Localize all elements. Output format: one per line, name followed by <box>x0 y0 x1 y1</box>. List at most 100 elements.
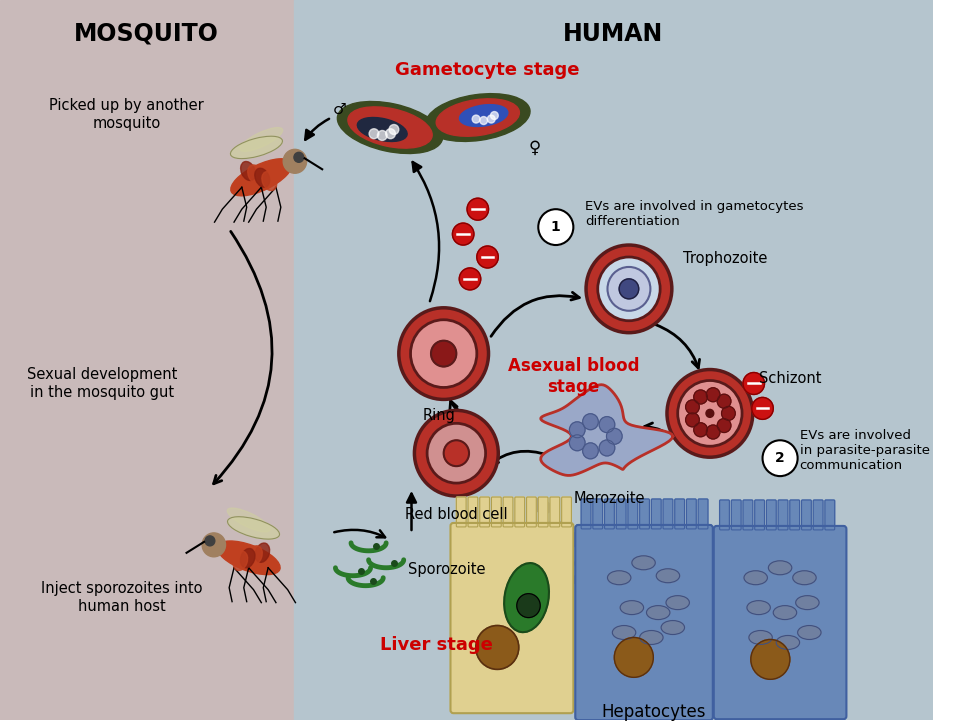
Text: Merozoite: Merozoite <box>573 490 645 505</box>
Text: EVs are involved in gametocytes
differentiation: EVs are involved in gametocytes differen… <box>585 200 804 228</box>
FancyBboxPatch shape <box>538 497 548 527</box>
Ellipse shape <box>240 127 282 151</box>
FancyBboxPatch shape <box>652 499 661 529</box>
FancyBboxPatch shape <box>575 525 713 720</box>
Ellipse shape <box>234 551 248 570</box>
Circle shape <box>283 150 306 174</box>
Text: Picked up by another
mosquito: Picked up by another mosquito <box>50 98 204 131</box>
Ellipse shape <box>795 596 819 609</box>
FancyBboxPatch shape <box>743 500 753 530</box>
FancyBboxPatch shape <box>802 500 812 530</box>
Ellipse shape <box>545 549 567 563</box>
Ellipse shape <box>436 99 520 136</box>
FancyBboxPatch shape <box>778 500 788 530</box>
FancyBboxPatch shape <box>663 499 673 529</box>
Ellipse shape <box>240 161 256 181</box>
Circle shape <box>706 409 714 417</box>
FancyBboxPatch shape <box>790 500 800 530</box>
Ellipse shape <box>547 521 568 535</box>
Circle shape <box>685 400 700 414</box>
Circle shape <box>619 279 638 299</box>
Ellipse shape <box>632 556 656 570</box>
Ellipse shape <box>792 570 816 585</box>
Ellipse shape <box>746 601 770 615</box>
Ellipse shape <box>227 508 270 532</box>
Ellipse shape <box>565 533 586 547</box>
FancyBboxPatch shape <box>451 523 573 713</box>
Ellipse shape <box>647 606 670 620</box>
Circle shape <box>614 638 654 677</box>
FancyBboxPatch shape <box>720 500 729 530</box>
Circle shape <box>487 115 495 123</box>
Circle shape <box>569 422 585 437</box>
FancyBboxPatch shape <box>767 500 776 530</box>
FancyBboxPatch shape <box>503 497 513 527</box>
Circle shape <box>479 116 487 124</box>
Circle shape <box>467 198 488 220</box>
Ellipse shape <box>348 107 433 148</box>
Circle shape <box>751 639 790 680</box>
Circle shape <box>685 413 700 427</box>
Ellipse shape <box>639 630 663 644</box>
FancyBboxPatch shape <box>616 499 626 529</box>
Circle shape <box>752 398 773 419</box>
Ellipse shape <box>231 159 292 196</box>
Ellipse shape <box>744 570 768 585</box>
Ellipse shape <box>526 543 546 557</box>
Circle shape <box>763 440 797 476</box>
Circle shape <box>427 424 485 483</box>
Circle shape <box>202 533 226 557</box>
Circle shape <box>583 414 598 429</box>
FancyBboxPatch shape <box>731 500 741 530</box>
Circle shape <box>517 594 540 617</box>
Circle shape <box>599 440 614 456</box>
Ellipse shape <box>531 499 551 513</box>
Circle shape <box>722 406 735 420</box>
Circle shape <box>586 245 672 333</box>
Text: 1: 1 <box>551 220 561 234</box>
Circle shape <box>459 268 480 290</box>
Ellipse shape <box>256 543 270 562</box>
Circle shape <box>538 209 573 245</box>
FancyBboxPatch shape <box>675 499 684 529</box>
Circle shape <box>389 124 399 134</box>
Ellipse shape <box>776 636 800 649</box>
Text: Gametocyte stage: Gametocyte stage <box>395 61 580 79</box>
Circle shape <box>608 267 651 311</box>
Ellipse shape <box>612 625 635 639</box>
Circle shape <box>607 428 622 444</box>
Ellipse shape <box>657 569 679 583</box>
Circle shape <box>694 423 707 437</box>
Circle shape <box>476 625 519 669</box>
Circle shape <box>706 425 720 439</box>
Ellipse shape <box>555 570 576 585</box>
Circle shape <box>477 246 499 268</box>
Circle shape <box>411 320 477 388</box>
Text: HUMAN: HUMAN <box>564 22 663 46</box>
Ellipse shape <box>661 620 684 635</box>
Text: Hepatocytes: Hepatocytes <box>601 703 705 721</box>
Text: EVs are involved
in parasite-parasite
communication: EVs are involved in parasite-parasite co… <box>800 429 929 471</box>
Circle shape <box>598 257 660 321</box>
FancyBboxPatch shape <box>492 497 501 527</box>
Ellipse shape <box>338 101 443 153</box>
Circle shape <box>205 536 214 546</box>
Circle shape <box>369 129 379 139</box>
FancyBboxPatch shape <box>526 497 536 527</box>
Circle shape <box>717 419 731 432</box>
Ellipse shape <box>773 606 796 620</box>
Text: Sexual development
in the mosquito gut: Sexual development in the mosquito gut <box>27 367 178 400</box>
Circle shape <box>583 443 598 459</box>
Text: Ring: Ring <box>422 408 456 423</box>
Ellipse shape <box>608 570 631 585</box>
Ellipse shape <box>248 165 262 184</box>
FancyBboxPatch shape <box>456 497 466 527</box>
Circle shape <box>599 416 614 432</box>
Circle shape <box>399 308 488 399</box>
Text: Sporozoite: Sporozoite <box>408 562 485 577</box>
FancyBboxPatch shape <box>639 499 650 529</box>
FancyBboxPatch shape <box>825 500 835 530</box>
Ellipse shape <box>426 94 530 142</box>
Text: Schizont: Schizont <box>759 371 821 386</box>
FancyBboxPatch shape <box>628 499 637 529</box>
